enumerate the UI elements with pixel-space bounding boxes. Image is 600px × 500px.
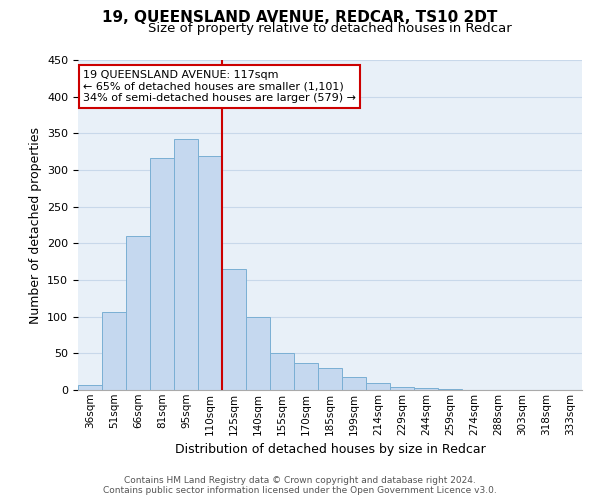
Text: Contains HM Land Registry data © Crown copyright and database right 2024.
Contai: Contains HM Land Registry data © Crown c…: [103, 476, 497, 495]
Bar: [390, 387, 414, 390]
Bar: [198, 156, 222, 390]
Bar: [294, 363, 318, 390]
X-axis label: Distribution of detached houses by size in Redcar: Distribution of detached houses by size …: [175, 443, 485, 456]
Bar: [102, 312, 126, 390]
Title: Size of property relative to detached houses in Redcar: Size of property relative to detached ho…: [148, 22, 512, 35]
Bar: [414, 388, 438, 390]
Bar: [174, 139, 198, 390]
Bar: [270, 354, 294, 390]
Text: 19, QUEENSLAND AVENUE, REDCAR, TS10 2DT: 19, QUEENSLAND AVENUE, REDCAR, TS10 2DT: [103, 10, 497, 25]
Bar: [318, 368, 342, 390]
Bar: [150, 158, 174, 390]
Bar: [126, 236, 150, 390]
Bar: [78, 385, 102, 390]
Bar: [366, 384, 390, 390]
Text: 19 QUEENSLAND AVENUE: 117sqm
← 65% of detached houses are smaller (1,101)
34% of: 19 QUEENSLAND AVENUE: 117sqm ← 65% of de…: [83, 70, 356, 103]
Y-axis label: Number of detached properties: Number of detached properties: [29, 126, 41, 324]
Bar: [222, 269, 246, 390]
Bar: [342, 377, 366, 390]
Bar: [246, 318, 270, 390]
